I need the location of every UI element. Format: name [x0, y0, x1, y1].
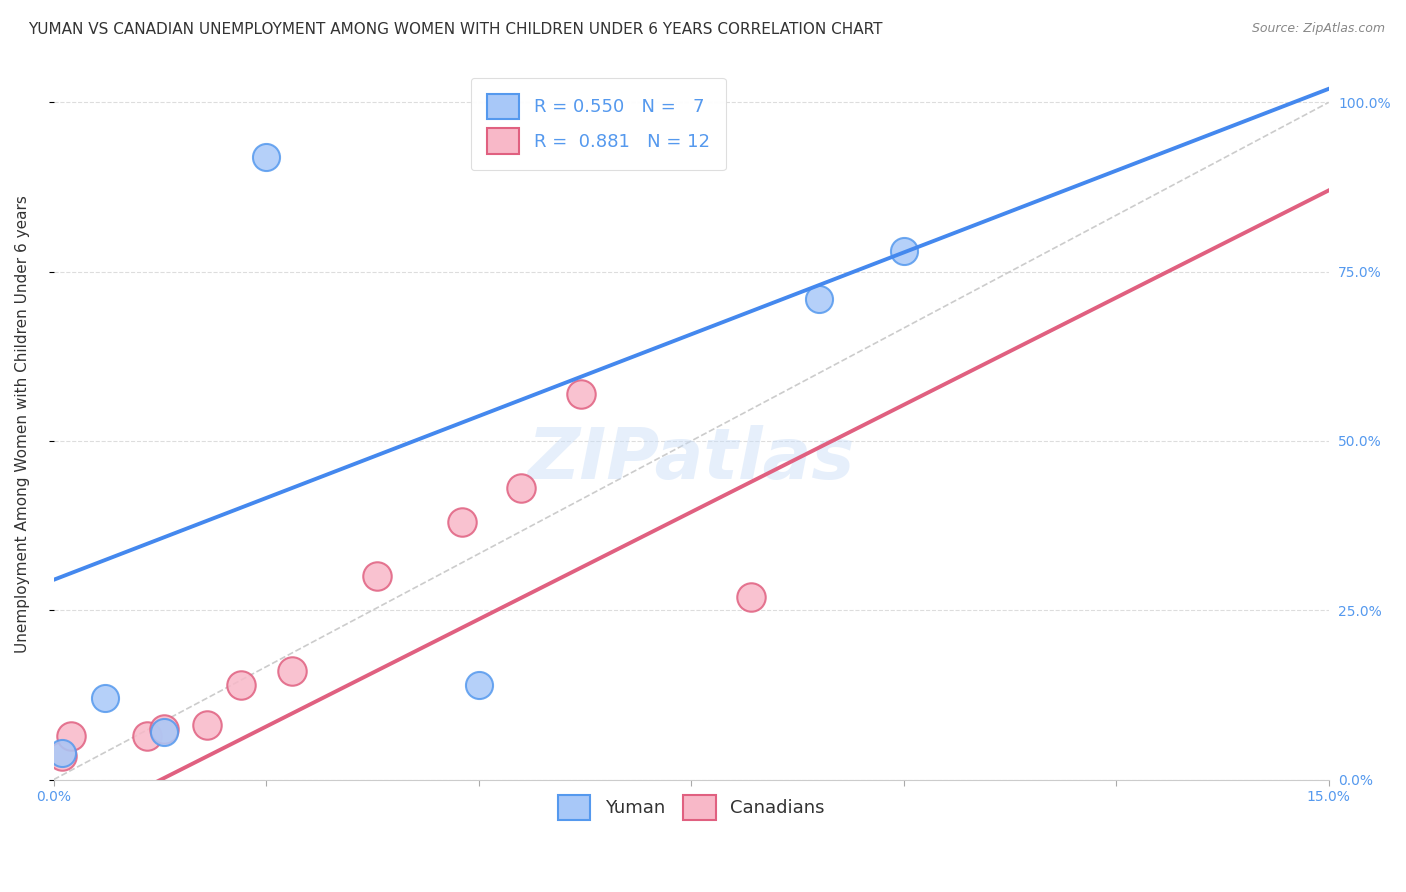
Y-axis label: Unemployment Among Women with Children Under 6 years: Unemployment Among Women with Children U… — [15, 195, 30, 653]
Legend: Yuman, Canadians: Yuman, Canadians — [543, 780, 839, 835]
Point — [740, 590, 762, 604]
Point — [510, 482, 533, 496]
Point — [153, 722, 176, 736]
Point — [254, 150, 277, 164]
Point — [229, 678, 252, 692]
Point — [807, 292, 830, 306]
Text: Source: ZipAtlas.com: Source: ZipAtlas.com — [1251, 22, 1385, 36]
Point — [467, 678, 489, 692]
Point — [136, 729, 159, 743]
Point — [51, 746, 73, 760]
Point — [280, 665, 302, 679]
Point — [51, 748, 73, 763]
Point — [59, 729, 82, 743]
Point — [153, 725, 176, 739]
Point — [93, 691, 115, 706]
Point — [195, 718, 218, 732]
Text: ZIPatlas: ZIPatlas — [527, 425, 855, 494]
Point — [569, 386, 592, 401]
Point — [893, 244, 915, 259]
Point — [450, 515, 472, 529]
Text: YUMAN VS CANADIAN UNEMPLOYMENT AMONG WOMEN WITH CHILDREN UNDER 6 YEARS CORRELATI: YUMAN VS CANADIAN UNEMPLOYMENT AMONG WOM… — [28, 22, 883, 37]
Point — [366, 569, 388, 583]
